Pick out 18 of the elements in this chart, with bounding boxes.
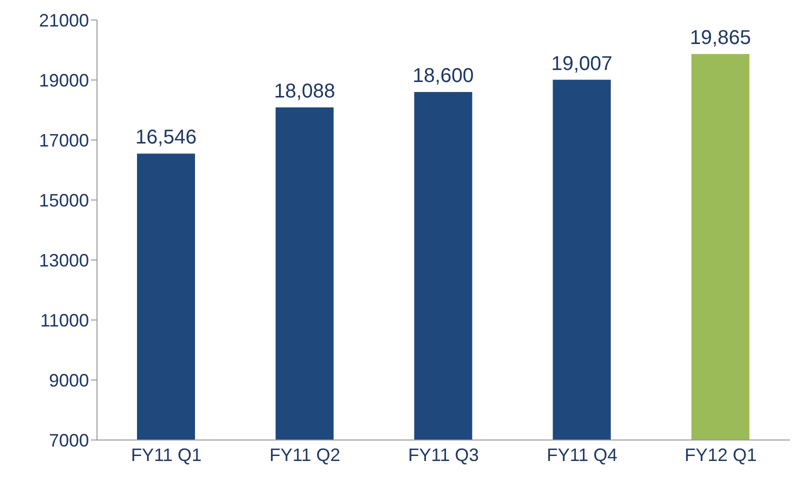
- data-label: 18,088: [274, 80, 336, 102]
- y-tick-label: 19000: [38, 70, 89, 90]
- data-label: 18,600: [412, 65, 474, 87]
- x-tick-label: FY11 Q2: [270, 444, 340, 465]
- data-label: 16,546: [135, 126, 197, 149]
- y-tick-label: 15000: [38, 190, 89, 210]
- x-tick-label: FY11 Q3: [408, 444, 479, 465]
- x-tick-label: FY11 Q1: [130, 444, 202, 465]
- data-label: 19,007: [551, 52, 612, 75]
- y-tick-label: 13000: [38, 250, 89, 270]
- y-tick-label: 11000: [40, 310, 89, 330]
- x-tick-label: FY11 Q4: [546, 444, 618, 465]
- y-tick-label: 7000: [48, 430, 89, 450]
- data-label: 19,865: [690, 27, 751, 50]
- y-tick-label: 17000: [38, 130, 89, 150]
- y-tick-label: 9000: [48, 370, 89, 390]
- y-tick-label: 21000: [38, 10, 89, 30]
- x-tick-label: FY12 Q1: [684, 444, 757, 465]
